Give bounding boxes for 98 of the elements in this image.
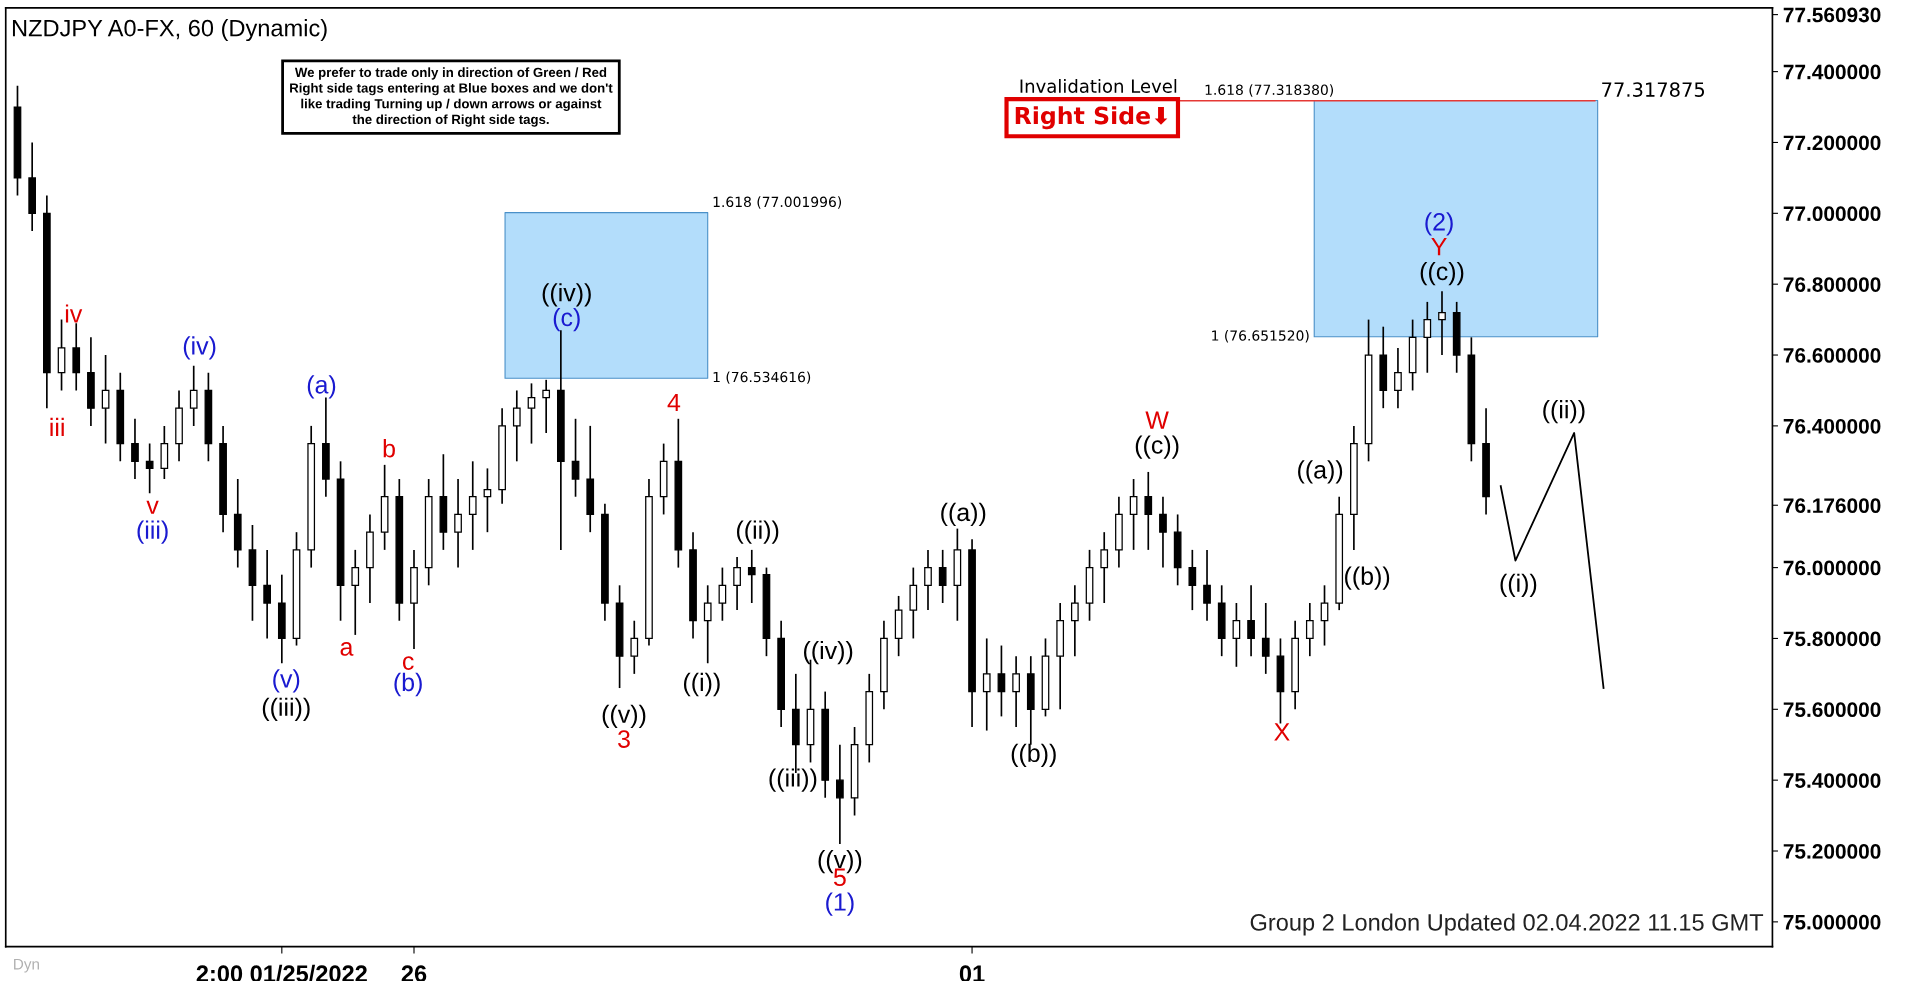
y-tick-label: 75.200000	[1783, 844, 1881, 859]
band-label: 1.618 (77.001996)	[713, 196, 842, 209]
annotation: ((i))	[683, 672, 720, 697]
annotation: v	[146, 500, 159, 514]
y-tick-label: 77.000000	[1783, 206, 1881, 222]
annotation: (iii)	[137, 520, 168, 544]
y-tick-label: 77.200000	[1783, 135, 1881, 151]
annotation: 4	[667, 393, 681, 412]
candlestick	[982, 637, 991, 732]
annotation: Group 2 London Updated 02.04.2022 11.15 GMT	[1250, 913, 1764, 936]
candlestick	[468, 460, 477, 551]
line-series	[1499, 432, 1605, 689]
annotation: (v)	[273, 669, 300, 693]
annotation: ((a))	[1298, 460, 1343, 484]
candlestick	[1261, 602, 1270, 675]
candlestick	[571, 417, 580, 498]
candlestick	[718, 566, 727, 622]
candlestick	[542, 378, 551, 434]
candlestick	[703, 584, 712, 665]
annotation: c	[402, 656, 414, 670]
chart-title: NZDJPY A0-FX, 60 (Dynamic)	[12, 19, 327, 42]
annotation: (2)	[1425, 212, 1453, 236]
annotation: ((iv))	[542, 283, 591, 307]
annotation: Invalidation Level	[1020, 78, 1177, 93]
candlestick	[189, 364, 198, 427]
annotation: (1)	[826, 892, 854, 916]
annotation: ((iii))	[262, 697, 310, 721]
annotation: ((v))	[602, 704, 646, 729]
annotation: 1 (76.534616)	[713, 371, 811, 384]
band-label: 1.618 (77.318380)	[1205, 84, 1334, 97]
y-tick-label: 75.800000	[1783, 631, 1881, 647]
annotation: Y	[1431, 238, 1447, 256]
candlestick	[1203, 549, 1211, 622]
candlestick	[512, 389, 521, 463]
candlestick	[1394, 347, 1402, 410]
text: Dyn	[14, 958, 39, 973]
candlestick	[997, 644, 1006, 718]
y-tick-label: 76.400000	[1783, 418, 1881, 434]
annotation: b	[383, 439, 395, 458]
annotation: ((b))	[1345, 566, 1390, 590]
y-tick-label: 75.000000	[1783, 914, 1881, 930]
annotation: W	[1145, 411, 1169, 429]
candlestick	[1438, 290, 1446, 356]
annotation: We prefer to trade only in direction of Green / Red Right side tags entering at Blue boxes and we don't like trading Turning up / down arrows or against the direction of Right side tags.	[290, 67, 613, 127]
candlestick	[1188, 549, 1197, 611]
candlestick	[1305, 602, 1314, 657]
candlestick	[1232, 602, 1241, 668]
candlestick	[454, 478, 462, 569]
annotation: ((b))	[1011, 743, 1056, 767]
annotation: ((c))	[1135, 435, 1179, 459]
candlestick	[145, 442, 154, 495]
candlestick	[1159, 495, 1167, 569]
candlestick	[527, 382, 536, 445]
annotation: (a)	[307, 375, 336, 399]
y-tick-label: 76.000000	[1783, 560, 1881, 576]
annotation: (iv)	[183, 336, 216, 360]
annotation: ((ii))	[736, 520, 779, 544]
y-tick-label: 76.176000	[1783, 498, 1881, 513]
candlestick	[836, 743, 844, 845]
candlestick	[733, 556, 741, 611]
annotation: ((a))	[941, 502, 986, 527]
candlestick	[263, 549, 271, 640]
candlestick	[1129, 478, 1138, 551]
annotation: ((c))	[1420, 261, 1464, 286]
annotation: a	[340, 642, 354, 656]
annotation: iv	[65, 304, 83, 323]
candlestick	[924, 549, 932, 611]
y-tick-label: 77.400000	[1783, 64, 1881, 80]
candlestick	[630, 619, 639, 675]
annotation: iii	[50, 417, 64, 436]
candlestick	[131, 417, 139, 480]
ref-line-label: 77.317875	[1602, 82, 1705, 97]
annotation: (c)	[553, 307, 580, 332]
candlestick	[747, 549, 756, 604]
annotation: 1 (76.651520)	[1212, 330, 1309, 343]
candlestick	[1012, 655, 1020, 728]
annotation: X	[1274, 723, 1290, 741]
candlestick	[1247, 584, 1255, 657]
candlestick	[1100, 531, 1109, 604]
candlestick	[101, 354, 110, 445]
candlestick	[1320, 584, 1329, 647]
annotation: Right Side⬇	[1015, 106, 1168, 130]
candlestick	[1423, 301, 1432, 374]
annotation: 3	[618, 730, 630, 748]
y-tick-label: 75.400000	[1783, 773, 1881, 788]
annotation: ((ii))	[1543, 400, 1585, 424]
y-tick-label: 76.800000	[1783, 277, 1881, 292]
candlestick	[938, 549, 947, 604]
annotation: ((iii))	[769, 768, 817, 792]
annotation: (b)	[394, 672, 422, 697]
annotation: ((i))	[1500, 573, 1537, 597]
y-tick-label: 77.560930	[1783, 7, 1881, 23]
candlestick	[1144, 471, 1153, 551]
y-tick-label: 76.600000	[1783, 348, 1881, 363]
candlestick	[351, 549, 360, 636]
annotation: ((iv))	[804, 640, 853, 665]
y-tick-label: 75.600000	[1783, 702, 1881, 718]
candlestick	[1070, 584, 1079, 657]
